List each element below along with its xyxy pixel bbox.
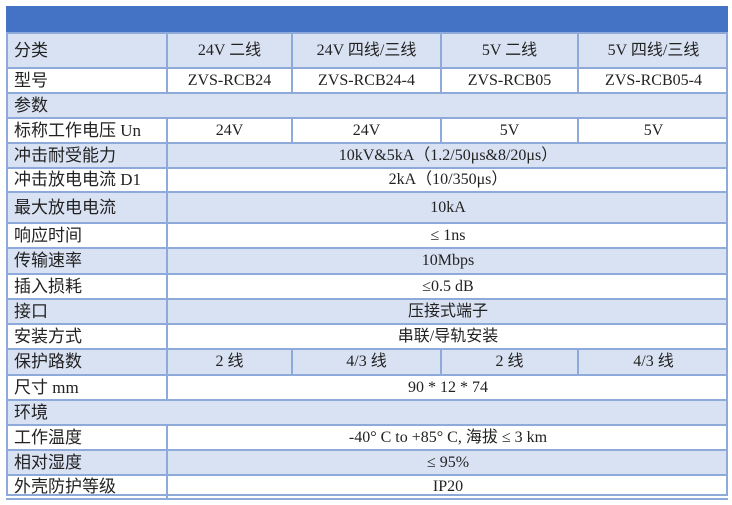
row-label: 标称工作电压 Un xyxy=(6,117,168,144)
table-row: 外壳防护等级 IP20 xyxy=(6,474,728,500)
section-label: 参数 xyxy=(6,92,728,119)
row-label: 保护路数 xyxy=(6,348,168,376)
table-row: 环境 xyxy=(6,399,728,426)
row-label: 工作温度 xyxy=(6,424,168,451)
table-row: 参数 xyxy=(6,92,728,119)
table-row: 插入损耗 ≤0.5 dB xyxy=(6,273,728,300)
cell-value: ZVS-RCB24-4 xyxy=(291,67,442,94)
cell-value: ZVS-RCB05-4 xyxy=(577,67,728,94)
merged-value: ≤ 95% xyxy=(166,449,728,476)
cell-value: 5V xyxy=(577,117,728,144)
spec-table: 分类 24V 二线 24V 四线/三线 5V 二线 5V 四线/三线 型号 ZVS-RCB2… xyxy=(6,32,728,500)
merged-value: 串联/导轨安装 xyxy=(166,323,728,350)
merged-value: ≤ 1ns xyxy=(166,222,728,249)
table-row: 标称工作电压 Un 24V 24V 5V 5V xyxy=(6,117,728,144)
spec-table-container: 分类 24V 二线 24V 四线/三线 5V 二线 5V 四线/三线 型号 ZVS-RCB2… xyxy=(6,6,728,500)
row-label: 外壳防护等级 xyxy=(6,474,168,500)
table-row: 冲击耐受能力 10kV&5kA（1.2/50μs&8/20μs） xyxy=(6,142,728,169)
merged-value: -40° C to +85° C, 海拔 ≤ 3 km xyxy=(166,424,728,451)
table-row: 型号 ZVS-RCB24 ZVS-RCB24-4 ZVS-RCB05 ZVS-RCB05… xyxy=(6,67,728,94)
cell-value: 4/3 线 xyxy=(577,348,728,376)
table-row: 接口 压接式端子 xyxy=(6,298,728,325)
cell-value: 2 线 xyxy=(166,348,293,376)
cell-value: 24V xyxy=(166,117,293,144)
table-row: 冲击放电电流 D1 2kA（10/350μs） xyxy=(6,167,728,193)
row-label: 冲击放电电流 D1 xyxy=(6,167,168,193)
row-label: 尺寸 mm xyxy=(6,374,168,401)
row-label: 响应时间 xyxy=(6,222,168,249)
merged-value: 2kA（10/350μs） xyxy=(166,167,728,193)
table-row: 最大放电电流 10kA xyxy=(6,191,728,224)
row-label: 相对湿度 xyxy=(6,449,168,476)
table-row: 工作温度 -40° C to +85° C, 海拔 ≤ 3 km xyxy=(6,424,728,451)
cell-value: 24V 二线 xyxy=(166,32,293,69)
cell-value: 4/3 线 xyxy=(291,348,442,376)
row-label: 型号 xyxy=(6,67,168,94)
row-label: 接口 xyxy=(6,298,168,325)
row-label: 分类 xyxy=(6,32,168,69)
cell-value: ZVS-RCB05 xyxy=(440,67,579,94)
cell-value: ZVS-RCB24 xyxy=(166,67,293,94)
merged-value: 压接式端子 xyxy=(166,298,728,325)
merged-value: 10Mbps xyxy=(166,247,728,275)
merged-value: ≤0.5 dB xyxy=(166,273,728,300)
table-row: 尺寸 mm 90 * 12 * 74 xyxy=(6,374,728,401)
table-row: 传输速率 10Mbps xyxy=(6,247,728,275)
cell-value: 24V xyxy=(291,117,442,144)
table-row: 安装方式 串联/导轨安装 xyxy=(6,323,728,350)
cell-value: 2 线 xyxy=(440,348,579,376)
merged-value: 90 * 12 * 74 xyxy=(166,374,728,401)
merged-value: 10kV&5kA（1.2/50μs&8/20μs） xyxy=(166,142,728,169)
row-label: 传输速率 xyxy=(6,247,168,275)
table-row: 响应时间 ≤ 1ns xyxy=(6,222,728,249)
table-header-bar xyxy=(6,6,728,32)
row-label: 最大放电电流 xyxy=(6,191,168,224)
merged-value: IP20 xyxy=(166,474,728,500)
cell-value: 5V 二线 xyxy=(440,32,579,69)
cell-value: 24V 四线/三线 xyxy=(291,32,442,69)
cell-value: 5V 四线/三线 xyxy=(577,32,728,69)
cell-value: 5V xyxy=(440,117,579,144)
row-label: 安装方式 xyxy=(6,323,168,350)
row-label: 插入损耗 xyxy=(6,273,168,300)
merged-value: 10kA xyxy=(166,191,728,224)
table-row: 分类 24V 二线 24V 四线/三线 5V 二线 5V 四线/三线 xyxy=(6,32,728,69)
section-label: 环境 xyxy=(6,399,728,426)
table-row: 相对湿度 ≤ 95% xyxy=(6,449,728,476)
row-label: 冲击耐受能力 xyxy=(6,142,168,169)
